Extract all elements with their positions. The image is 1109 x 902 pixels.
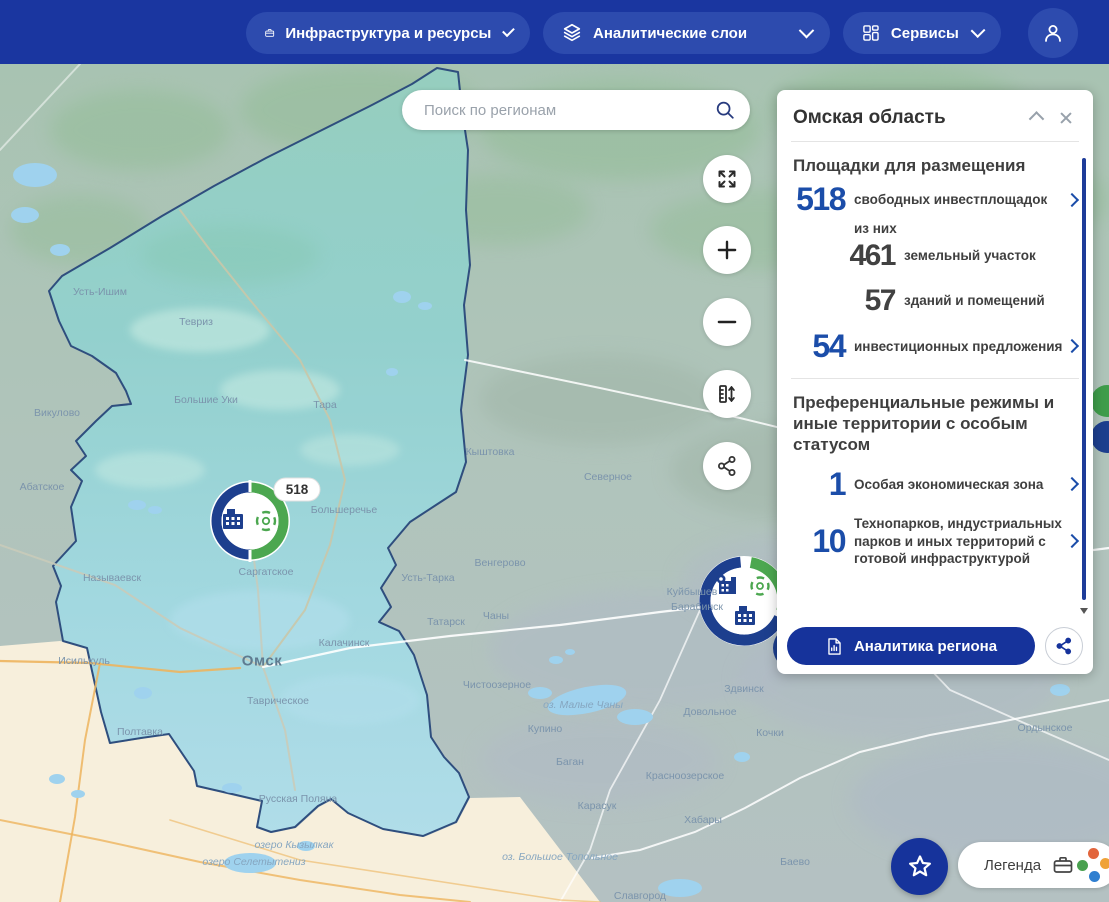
region-analytics-button[interactable]: Аналитика региона <box>787 627 1035 665</box>
stat-technoparks[interactable]: 10 Технопарков, индустриальных парков и … <box>793 515 1080 568</box>
layers-icon <box>563 23 581 42</box>
briefcase-icon <box>1053 856 1073 873</box>
share-icon <box>718 456 736 476</box>
region-search <box>402 90 750 130</box>
hidden-marker-blue[interactable] <box>1091 421 1109 453</box>
stat-land-plots: 461 земельный участок <box>793 240 1077 272</box>
region-inner-texture <box>95 225 420 725</box>
menu-label: Аналитические слои <box>593 24 748 42</box>
kazakhstan-area <box>0 641 600 902</box>
divider <box>791 141 1079 142</box>
share-map-button[interactable] <box>703 442 751 490</box>
building-icon <box>223 509 243 529</box>
stat-value: 1 <box>828 465 847 502</box>
zoom-in-button[interactable] <box>703 226 751 274</box>
of-them-label: из них <box>854 220 897 236</box>
region-analytics-label: Аналитика региона <box>853 637 998 655</box>
stat-buildings: 57 зданий и помещений <box>793 285 1077 317</box>
legend-dots-icon <box>1077 848 1109 882</box>
svg-text:518: 518 <box>286 482 309 497</box>
chevron-down-icon <box>798 22 815 38</box>
favorites-button[interactable] <box>891 838 948 895</box>
fullscreen-icon <box>718 170 736 188</box>
hidden-marker-green[interactable] <box>1091 385 1109 417</box>
profile-button[interactable] <box>1028 8 1078 58</box>
stat-label: зданий и помещений <box>904 293 1045 309</box>
stat-invest-proposals[interactable]: 54 инвестиционных предложения <box>793 327 1080 364</box>
stat-label: инвестиционных предложения <box>854 338 1063 354</box>
chevron-up-icon <box>1028 111 1044 127</box>
legend-button[interactable]: Легенда <box>958 842 1109 888</box>
menu-label: Сервисы <box>890 24 959 42</box>
menu-label: Инфраструктура и ресурсы <box>285 24 492 42</box>
close-icon <box>1059 111 1073 125</box>
zoom-out-button[interactable] <box>703 298 751 346</box>
stat-free-sites[interactable]: 518 свободных инвестплощадок <box>793 181 1080 218</box>
chevron-down-icon <box>970 22 986 38</box>
search-input[interactable] <box>422 100 714 120</box>
cluster-marker[interactable]: 518 <box>210 477 321 562</box>
document-chart-icon <box>828 637 841 655</box>
building-icon <box>735 606 755 625</box>
briefcase-icon <box>265 29 275 37</box>
scroll-down-icon[interactable] <box>1080 608 1088 614</box>
industry-icon <box>716 574 736 594</box>
chevron-right-icon <box>1064 534 1080 549</box>
services-grid-icon <box>863 25 879 41</box>
topbar: Инфраструктура и ресурсы Аналитические с… <box>0 0 1109 64</box>
minus-icon <box>717 320 737 324</box>
stat-label: земельный участок <box>904 247 1036 263</box>
chevron-down-icon <box>502 23 515 37</box>
star-icon <box>908 854 931 876</box>
stat-label: Особая экономическая зона <box>854 476 1044 492</box>
menu-services[interactable]: Сервисы <box>843 12 1001 54</box>
legend-label: Легенда <box>984 856 1042 874</box>
fullscreen-button[interactable] <box>703 155 751 203</box>
panel-title: Омская область <box>793 106 946 128</box>
stat-value: 518 <box>796 181 846 218</box>
stat-sez[interactable]: 1 Особая экономическая зона <box>793 465 1080 502</box>
stat-label: Технопарков, индустриальных парков и ины… <box>854 516 1062 567</box>
chevron-right-icon <box>1064 192 1080 207</box>
cluster-count-badge: 518 <box>273 477 321 502</box>
chevron-right-icon <box>1064 339 1080 354</box>
region-panel: Омская область Площадки для размещения 5… <box>777 90 1093 674</box>
stat-value: 461 <box>849 238 896 272</box>
plus-icon <box>717 240 737 260</box>
menu-analytic-layers[interactable]: Аналитические слои <box>543 12 830 54</box>
stat-label: свободных инвестплощадок <box>854 192 1048 208</box>
stat-value: 10 <box>812 522 846 559</box>
ruler-button[interactable] <box>703 370 751 418</box>
panel-scrollbar[interactable] <box>1082 158 1086 600</box>
share-icon <box>1056 637 1072 655</box>
search-icon[interactable] <box>714 99 736 121</box>
collapse-panel-button[interactable] <box>1025 107 1047 129</box>
ruler-icon <box>719 385 735 403</box>
multi-marker[interactable] <box>699 556 789 646</box>
user-icon <box>1045 25 1061 42</box>
scan-icon <box>750 576 770 596</box>
section-preferential-heading: Преференциальные режимы и иные территори… <box>793 393 1055 455</box>
chevron-right-icon <box>1064 477 1080 492</box>
divider <box>791 378 1079 380</box>
stat-value: 57 <box>864 284 897 318</box>
share-region-button[interactable] <box>1045 627 1083 665</box>
menu-infrastructure[interactable]: Инфраструктура и ресурсы <box>246 12 530 54</box>
stat-value: 54 <box>812 327 846 364</box>
scan-icon <box>255 510 277 532</box>
close-panel-button[interactable] <box>1055 107 1077 129</box>
section-sites-heading: Площадки для размещения <box>793 156 1026 175</box>
